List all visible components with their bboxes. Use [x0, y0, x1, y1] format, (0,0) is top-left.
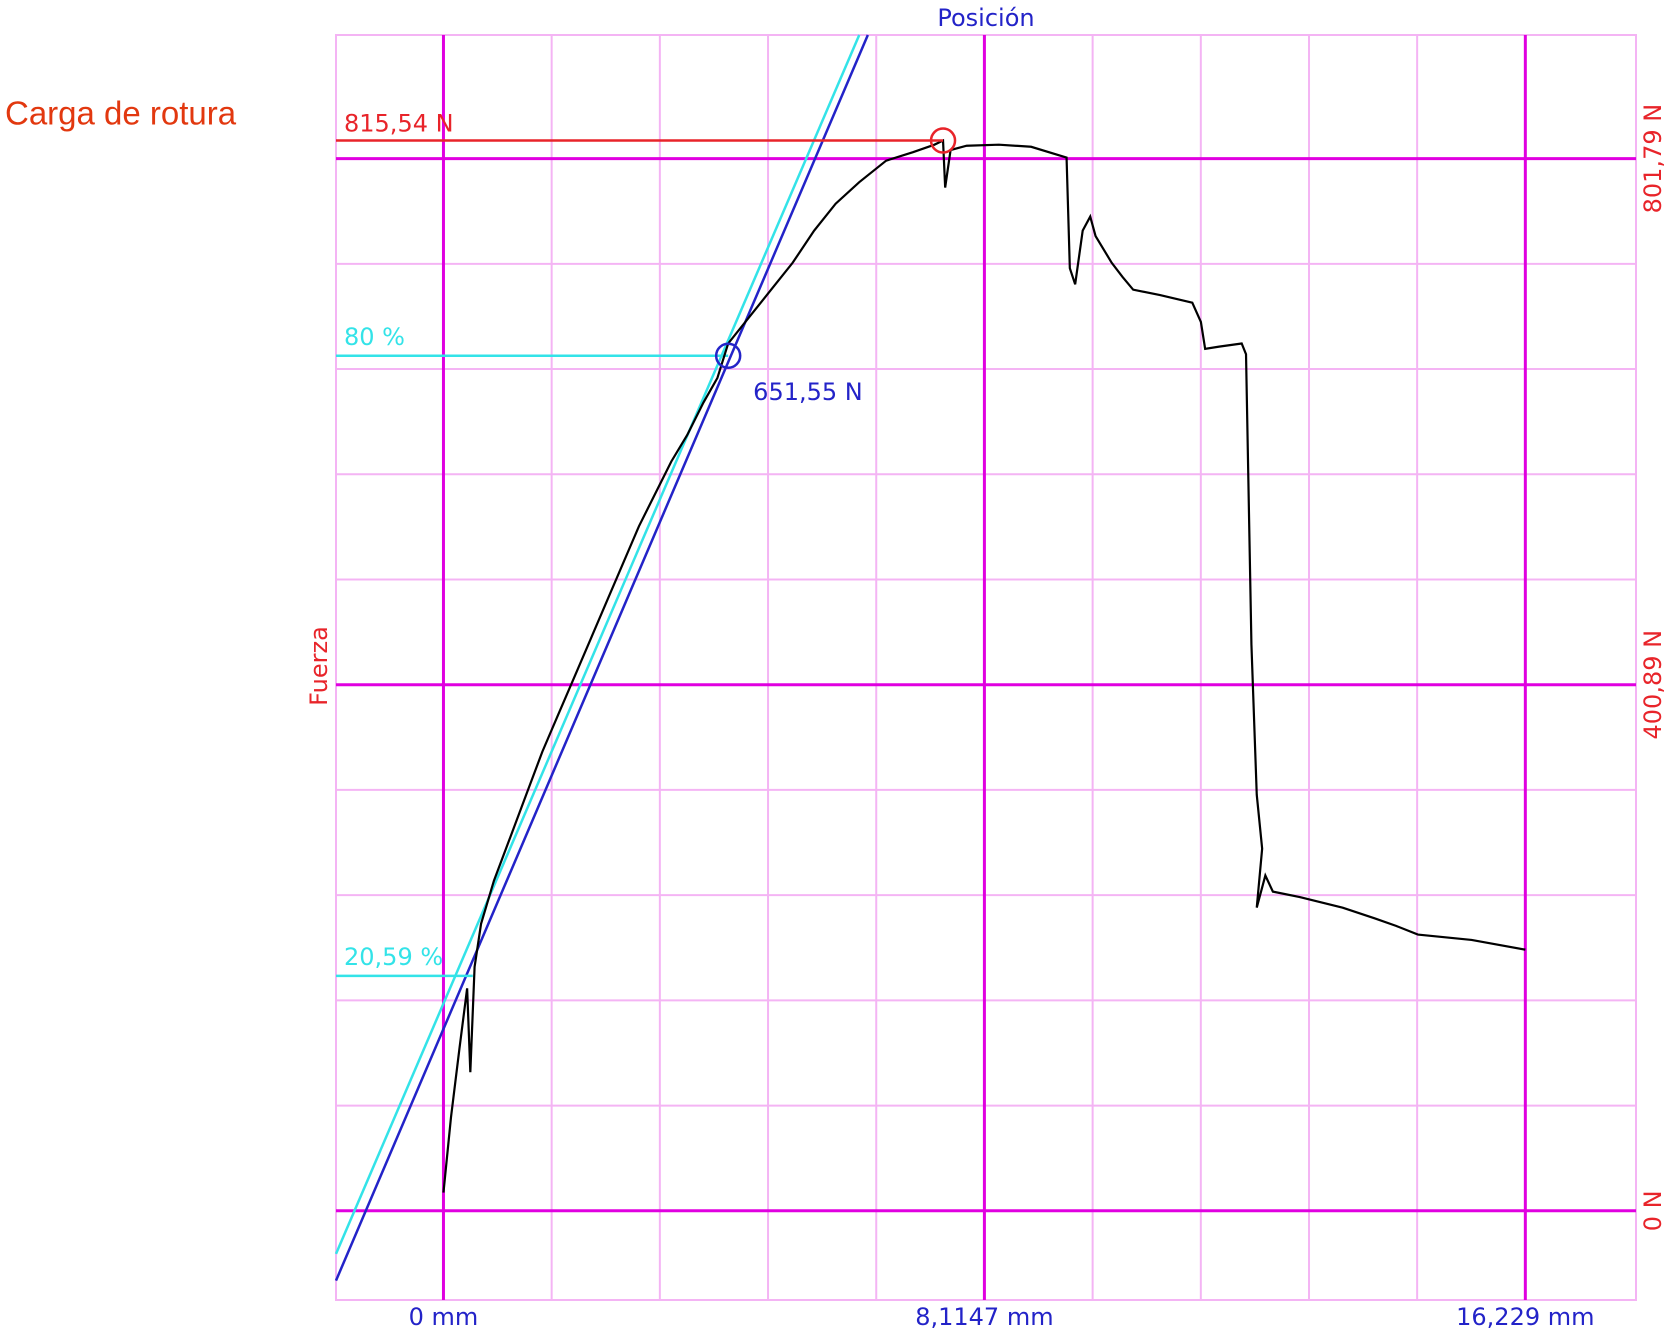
y-tick-label: 801,79 N	[1639, 104, 1667, 214]
x-axis-label: Posición	[937, 4, 1034, 32]
chart-title: Carga de rotura	[5, 95, 237, 132]
marker	[714, 342, 742, 370]
x-tick-label: 8,1147 mm	[915, 1303, 1053, 1331]
y-tick-label: 0 N	[1639, 1190, 1667, 1231]
x-tick-label: 0 mm	[409, 1303, 479, 1331]
force-curve	[442, 138, 1526, 1193]
tangent-line	[334, 34, 861, 1255]
marker	[929, 127, 957, 154]
plot-frame	[335, 34, 1637, 1301]
level-label: 80 %	[344, 323, 405, 351]
marker-label: 651,55 N	[753, 378, 863, 406]
level-label: 20,59 %	[344, 943, 443, 971]
marker-label: 815,54 N	[344, 110, 454, 138]
x-tick-label: 16,229 mm	[1456, 1303, 1594, 1331]
y-axis-label: Fuerza	[305, 626, 333, 706]
tangent-line	[334, 34, 869, 1282]
y-tick-label: 400,89 N	[1639, 630, 1667, 740]
